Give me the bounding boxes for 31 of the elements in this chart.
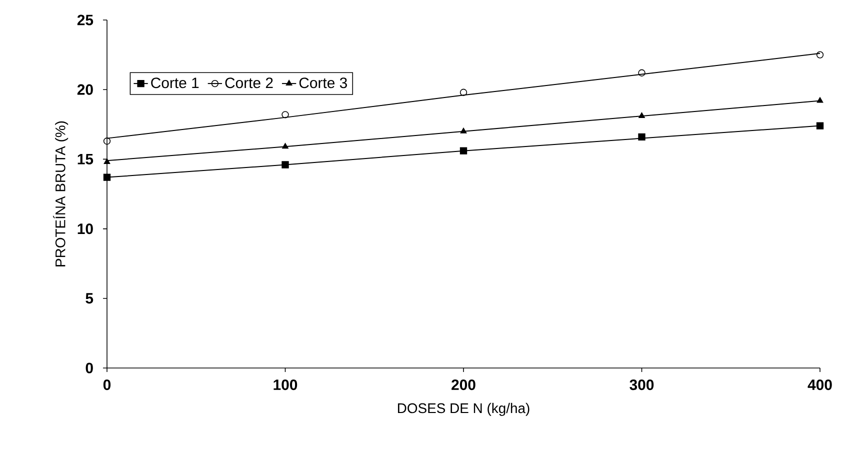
point <box>816 97 824 103</box>
legend-label: Corte 3 <box>299 78 347 88</box>
y-tick-label: 15 <box>78 154 94 164</box>
point <box>460 147 468 154</box>
point <box>460 128 467 134</box>
point <box>282 111 289 118</box>
point <box>816 122 824 130</box>
y-tick-label: 10 <box>78 224 93 234</box>
point <box>638 69 646 76</box>
x-tick-label: 300 <box>630 379 654 390</box>
point <box>816 51 824 58</box>
x-tick-label: 0 <box>103 379 111 390</box>
y-tick-label: 25 <box>77 14 94 26</box>
point <box>282 161 289 168</box>
point <box>638 133 646 141</box>
x-axis-title: DOSES DE N (kg/ha) <box>398 402 530 416</box>
y-tick-label: 20 <box>77 84 93 95</box>
point <box>103 138 111 145</box>
point <box>103 174 111 181</box>
y-tick-label: 0 <box>86 362 93 374</box>
point <box>282 143 288 149</box>
x-tick-label: 100 <box>274 379 298 390</box>
point <box>104 158 110 164</box>
point <box>638 112 645 118</box>
point <box>460 88 468 96</box>
y-axis-title: PROTEÍNA BRUTA (%) <box>53 121 68 266</box>
legend-label: Corte 2 <box>225 78 273 88</box>
y-tick-label: 5 <box>86 293 94 304</box>
legend-label: Corte 1 <box>151 78 199 88</box>
x-tick-label: 400 <box>808 379 832 390</box>
x-tick-label: 200 <box>452 379 476 390</box>
